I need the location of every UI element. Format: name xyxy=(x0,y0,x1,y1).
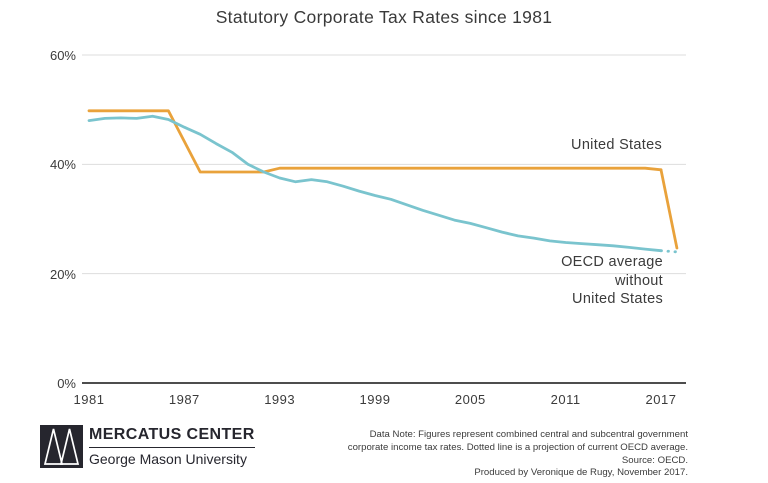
series-label-oecd-average: OECD average without United States xyxy=(561,254,663,307)
x-tick-label: 1981 xyxy=(73,392,105,407)
series-line-united-states xyxy=(87,109,663,174)
mercatus-logo-text: MERCATUS CENTER George Mason University xyxy=(89,425,255,468)
projection-line-united-states xyxy=(659,168,679,250)
series-label-united-states: United States xyxy=(571,137,662,153)
mercatus-logo-mark-icon xyxy=(40,425,83,468)
mercatus-logo: MERCATUS CENTER George Mason University xyxy=(40,425,255,468)
y-tick-label: 60% xyxy=(49,47,76,63)
y-tick-label: 40% xyxy=(49,157,76,173)
y-tick-label: 20% xyxy=(49,266,76,282)
x-tick-label: 2005 xyxy=(454,392,486,407)
logo-org-name: MERCATUS CENTER xyxy=(89,426,255,448)
data-note: Data Note: Figures represent combined ce… xyxy=(347,429,688,479)
chart-title: Statutory Corporate Tax Rates since 1981 xyxy=(215,7,553,27)
y-tick-label: 0% xyxy=(57,376,76,391)
logo-university-name: George Mason University xyxy=(89,451,247,467)
x-tick-label: 1999 xyxy=(359,392,391,407)
projection-line-oecd-average xyxy=(659,249,684,254)
x-tick-label: 1987 xyxy=(168,392,200,407)
x-tick-label: 2017 xyxy=(645,392,677,407)
x-tick-label: 1993 xyxy=(264,392,296,407)
series-line-oecd-average xyxy=(87,114,663,253)
x-tick-label: 2011 xyxy=(550,392,581,407)
